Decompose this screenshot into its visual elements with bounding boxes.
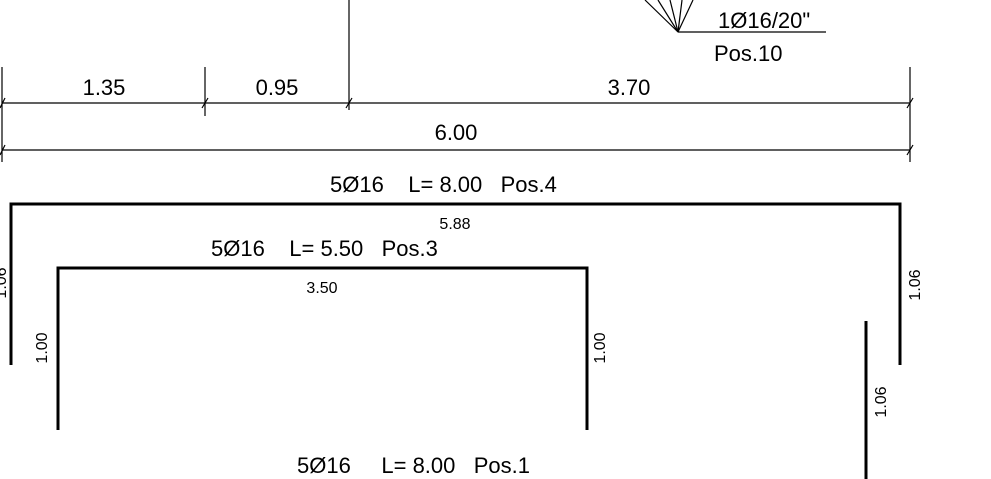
callout-position: Pos.10 [714, 41, 783, 66]
dimension-line-segments [0, 67, 914, 116]
dimension-line-total [0, 116, 914, 162]
bar-span-pos4: 5.88 [439, 216, 470, 233]
bar-shape-pos4 [9, 202, 902, 365]
bar-label-pos3: 5Ø16 L= 5.50 Pos.3 [211, 236, 438, 261]
callout-leader [644, 0, 826, 33]
bar-leg-right-pos3: 1.00 [592, 332, 609, 363]
bar-shape-pos3 [56, 266, 589, 430]
bar-leg-left-pos4: 1.06 [0, 267, 10, 298]
dimension-total: 6.00 [435, 120, 478, 145]
dimension-segment-2: 0.95 [256, 75, 299, 100]
bar-span-pos3: 3.50 [306, 280, 337, 297]
dimension-segment-1: 1.35 [83, 75, 126, 100]
bar-label-pos1: 5Ø16 L= 8.00 Pos.1 [297, 453, 530, 478]
bar-leg-left-pos3: 1.00 [34, 332, 51, 363]
dimension-segment-3: 3.70 [608, 75, 651, 100]
bar-leg-right-pos1: 1.06 [873, 386, 890, 417]
callout-label: 1Ø16/20" [718, 8, 810, 33]
bar-leg-right-pos4: 1.06 [907, 269, 924, 300]
bar-label-pos4: 5Ø16 L= 8.00 Pos.4 [330, 172, 557, 197]
